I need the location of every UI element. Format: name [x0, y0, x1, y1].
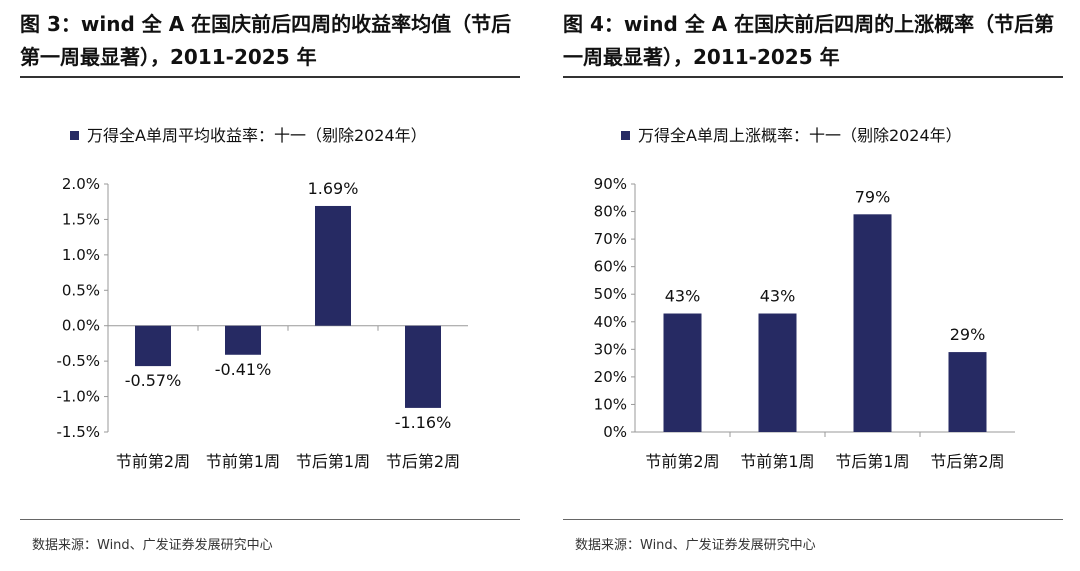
source-note: 数据来源：Wind、广发证券发展研究中心: [575, 538, 816, 553]
y-tick-label: 90%: [594, 175, 627, 193]
y-tick-label: 70%: [594, 230, 627, 248]
y-tick-label: 0%: [603, 423, 627, 441]
x-category-label: 节后第1周: [296, 452, 370, 471]
bottom-rule: [563, 519, 1063, 520]
bottom-rule: [20, 519, 520, 520]
data-label: -1.16%: [395, 413, 452, 432]
data-label: -0.57%: [125, 371, 182, 390]
bar: [315, 205, 351, 326]
x-category-label: 节前第2周: [116, 452, 190, 471]
y-tick-label: 30%: [594, 340, 627, 358]
x-category-label: 节前第1周: [206, 452, 280, 471]
legend-label: 万得全A单周上涨概率：十一（剔除2024年）: [638, 126, 962, 145]
probability-bar-chart: 万得全A单周上涨概率：十一（剔除2024年） 90% 80% 70% 60% 50% 40%…: [594, 126, 1015, 471]
y-tick-label: 60%: [594, 258, 627, 276]
chart-title: 图 3：wind 全 A 在国庆前后四周的收益率均值（节后第一周最显著），201…: [20, 12, 512, 69]
bar: [225, 325, 261, 355]
y-tick-label: 40%: [594, 313, 627, 331]
x-category-label: 节前第1周: [740, 452, 814, 471]
data-label: -0.41%: [215, 360, 272, 379]
chart-title: 图 4：wind 全 A 在国庆前后四周的上涨概率（节后第一周最显著），2011…: [563, 12, 1055, 69]
y-tick-label: 50%: [594, 285, 627, 303]
top-rule: [20, 76, 520, 78]
x-category-label: 节后第2周: [930, 452, 1004, 471]
data-label: 29%: [950, 325, 986, 344]
y-tick-label: 20%: [594, 368, 627, 386]
y-tick-label: 0.5%: [62, 281, 100, 299]
x-category-label: 节后第2周: [386, 452, 460, 471]
y-tick-label: -0.5%: [56, 352, 100, 370]
x-category-label: 节后第1周: [835, 452, 909, 471]
chart-panel-probability: 图 4：wind 全 A 在国庆前后四周的上涨概率（节后第一周最显著），2011…: [557, 0, 1067, 571]
returns-bar-chart: 万得全A单周平均收益率：十一（剔除2024年） 2.0% 1.5% 1.0% 0.5% 0…: [56, 126, 468, 471]
chart-panel-returns: 图 3：wind 全 A 在国庆前后四周的收益率均值（节后第一周最显著），201…: [14, 0, 524, 571]
bar: [948, 352, 987, 432]
x-category-label: 节前第2周: [645, 452, 719, 471]
y-tick-label: 2.0%: [62, 175, 100, 193]
bar: [135, 325, 171, 367]
y-tick-label: 0.0%: [62, 317, 100, 335]
data-label: 79%: [855, 187, 891, 206]
bar: [853, 214, 892, 432]
data-label: 43%: [760, 287, 796, 306]
top-rule: [563, 76, 1063, 78]
y-tick-label: 1.5%: [62, 210, 100, 228]
data-label: 43%: [665, 287, 701, 306]
y-tick-label: 1.0%: [62, 246, 100, 264]
legend-label: 万得全A单周平均收益率：十一（剔除2024年）: [87, 126, 427, 145]
bar: [758, 313, 797, 432]
bar: [405, 325, 441, 408]
y-tick-label: 80%: [594, 203, 627, 221]
legend-swatch: [621, 131, 630, 140]
source-note: 数据来源：Wind、广发证券发展研究中心: [32, 538, 273, 553]
data-label: 1.69%: [308, 179, 359, 198]
y-tick-label: -1.0%: [56, 388, 100, 406]
legend-swatch: [70, 131, 79, 140]
y-tick-label: -1.5%: [56, 423, 100, 441]
bar: [663, 313, 702, 432]
y-tick-label: 10%: [594, 395, 627, 413]
